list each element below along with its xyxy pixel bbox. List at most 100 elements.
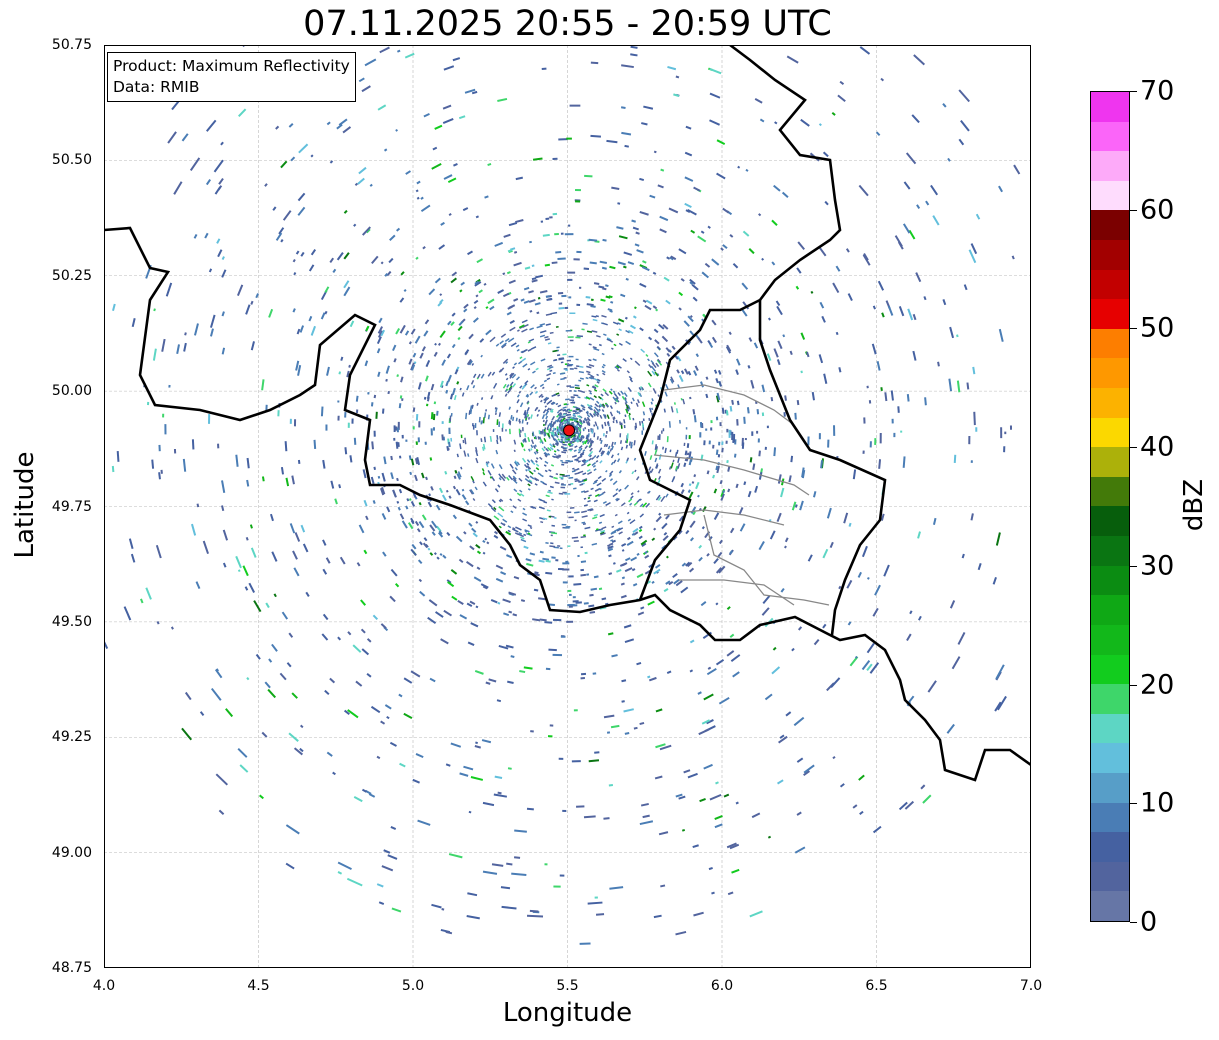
echo bbox=[700, 601, 707, 607]
echo bbox=[526, 400, 530, 404]
echo bbox=[567, 440, 570, 442]
echo bbox=[678, 248, 687, 255]
echo bbox=[471, 527, 477, 533]
colorbar-bin bbox=[1091, 388, 1129, 418]
echo bbox=[373, 466, 376, 470]
echo bbox=[653, 352, 659, 358]
echo bbox=[527, 488, 531, 491]
echo bbox=[586, 303, 594, 307]
echo bbox=[520, 599, 526, 603]
echo bbox=[508, 385, 513, 391]
echo bbox=[346, 877, 363, 887]
echo bbox=[507, 337, 515, 343]
echo bbox=[370, 402, 374, 407]
echo bbox=[710, 420, 713, 424]
echo bbox=[684, 368, 689, 375]
echo bbox=[721, 441, 724, 445]
echo bbox=[613, 459, 617, 464]
echo bbox=[600, 531, 605, 535]
echo bbox=[695, 481, 700, 490]
echo bbox=[439, 293, 443, 297]
echo bbox=[439, 552, 443, 556]
echo bbox=[611, 525, 615, 529]
echo bbox=[610, 454, 614, 459]
echo bbox=[526, 914, 544, 918]
echo bbox=[497, 601, 501, 605]
echo bbox=[487, 298, 495, 305]
echo bbox=[267, 688, 277, 699]
echo bbox=[509, 498, 513, 502]
echo bbox=[852, 804, 858, 809]
echo bbox=[297, 365, 302, 376]
echo bbox=[652, 305, 658, 310]
echo bbox=[459, 289, 463, 293]
echo bbox=[633, 457, 637, 461]
echo bbox=[542, 409, 547, 414]
echo bbox=[293, 567, 300, 577]
echo bbox=[549, 545, 556, 548]
echo bbox=[761, 412, 765, 417]
echo bbox=[516, 461, 520, 466]
echo bbox=[718, 441, 721, 446]
echo bbox=[659, 228, 667, 234]
echo bbox=[459, 443, 462, 450]
echo bbox=[656, 359, 663, 366]
echo bbox=[606, 414, 610, 420]
echo bbox=[492, 429, 495, 432]
echo bbox=[625, 440, 627, 444]
echo bbox=[642, 260, 647, 264]
echo bbox=[191, 439, 195, 450]
echo bbox=[507, 305, 513, 310]
echo bbox=[610, 539, 614, 542]
echo bbox=[417, 559, 423, 565]
echo bbox=[218, 177, 224, 185]
echo bbox=[502, 423, 504, 429]
echo bbox=[539, 383, 545, 388]
echo bbox=[382, 551, 387, 557]
echo bbox=[575, 200, 581, 203]
echo bbox=[784, 537, 789, 543]
echo bbox=[472, 373, 477, 379]
echo bbox=[937, 361, 940, 367]
colorbar-bin bbox=[1091, 447, 1129, 477]
echo bbox=[474, 486, 478, 491]
echo bbox=[568, 593, 572, 596]
echo bbox=[516, 399, 520, 404]
echo bbox=[689, 278, 696, 285]
echo bbox=[373, 430, 376, 437]
colorbar-bin bbox=[1091, 91, 1129, 122]
echo bbox=[612, 480, 618, 486]
echo bbox=[647, 358, 650, 362]
echo bbox=[970, 243, 978, 255]
colorbar-bin bbox=[1091, 180, 1129, 211]
echo bbox=[900, 430, 903, 433]
echo bbox=[436, 410, 439, 416]
echo bbox=[617, 202, 621, 205]
echo bbox=[310, 325, 316, 336]
echo bbox=[616, 226, 624, 230]
echo bbox=[544, 335, 549, 339]
radar-echoes bbox=[104, 45, 1021, 945]
echo bbox=[590, 298, 594, 302]
data-source-label: Data: RMIB bbox=[113, 78, 200, 96]
echo bbox=[514, 532, 519, 536]
echo bbox=[463, 303, 469, 309]
echo bbox=[569, 440, 573, 444]
echo bbox=[564, 441, 569, 443]
echo bbox=[875, 131, 881, 137]
echo bbox=[495, 449, 499, 455]
echo bbox=[598, 587, 603, 591]
echo bbox=[665, 555, 669, 559]
echo bbox=[347, 631, 352, 636]
echo bbox=[668, 580, 674, 586]
echo bbox=[653, 328, 659, 334]
echo bbox=[725, 346, 732, 354]
echo bbox=[676, 355, 682, 362]
echo bbox=[839, 783, 845, 788]
echo bbox=[539, 441, 542, 444]
echo bbox=[628, 414, 631, 421]
echo bbox=[583, 815, 596, 819]
echo bbox=[545, 447, 549, 452]
echo bbox=[389, 741, 397, 747]
